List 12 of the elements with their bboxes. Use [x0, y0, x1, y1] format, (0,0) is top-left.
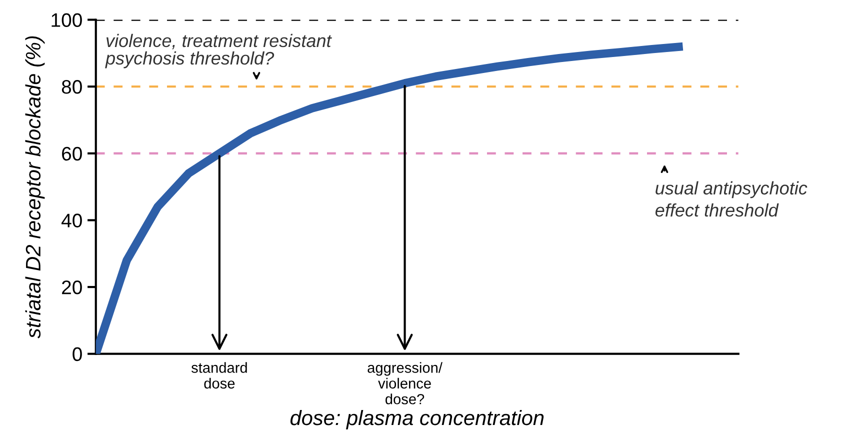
x-tick-label: standard dose: [191, 362, 247, 389]
y-tick-label: 60: [62, 146, 82, 161]
y-tick-label: 40: [62, 214, 82, 228]
annotation: violence, treatment resistant psychosis threshold?: [105, 34, 332, 68]
x-axis-title: dose: plasma concentration: [290, 410, 544, 430]
y-tick-label: 80: [62, 80, 82, 94]
y-axis-title: striatal D2 receptor blockade (%): [25, 36, 45, 338]
y-tick-label: 100: [52, 13, 82, 27]
annotation: usual antipsychotic effect threshold: [655, 181, 808, 217]
y-tick-label: 20: [62, 280, 82, 294]
x-tick-label: aggression/ violence dose?: [368, 362, 442, 404]
y-tick-label: 0: [72, 347, 82, 362]
